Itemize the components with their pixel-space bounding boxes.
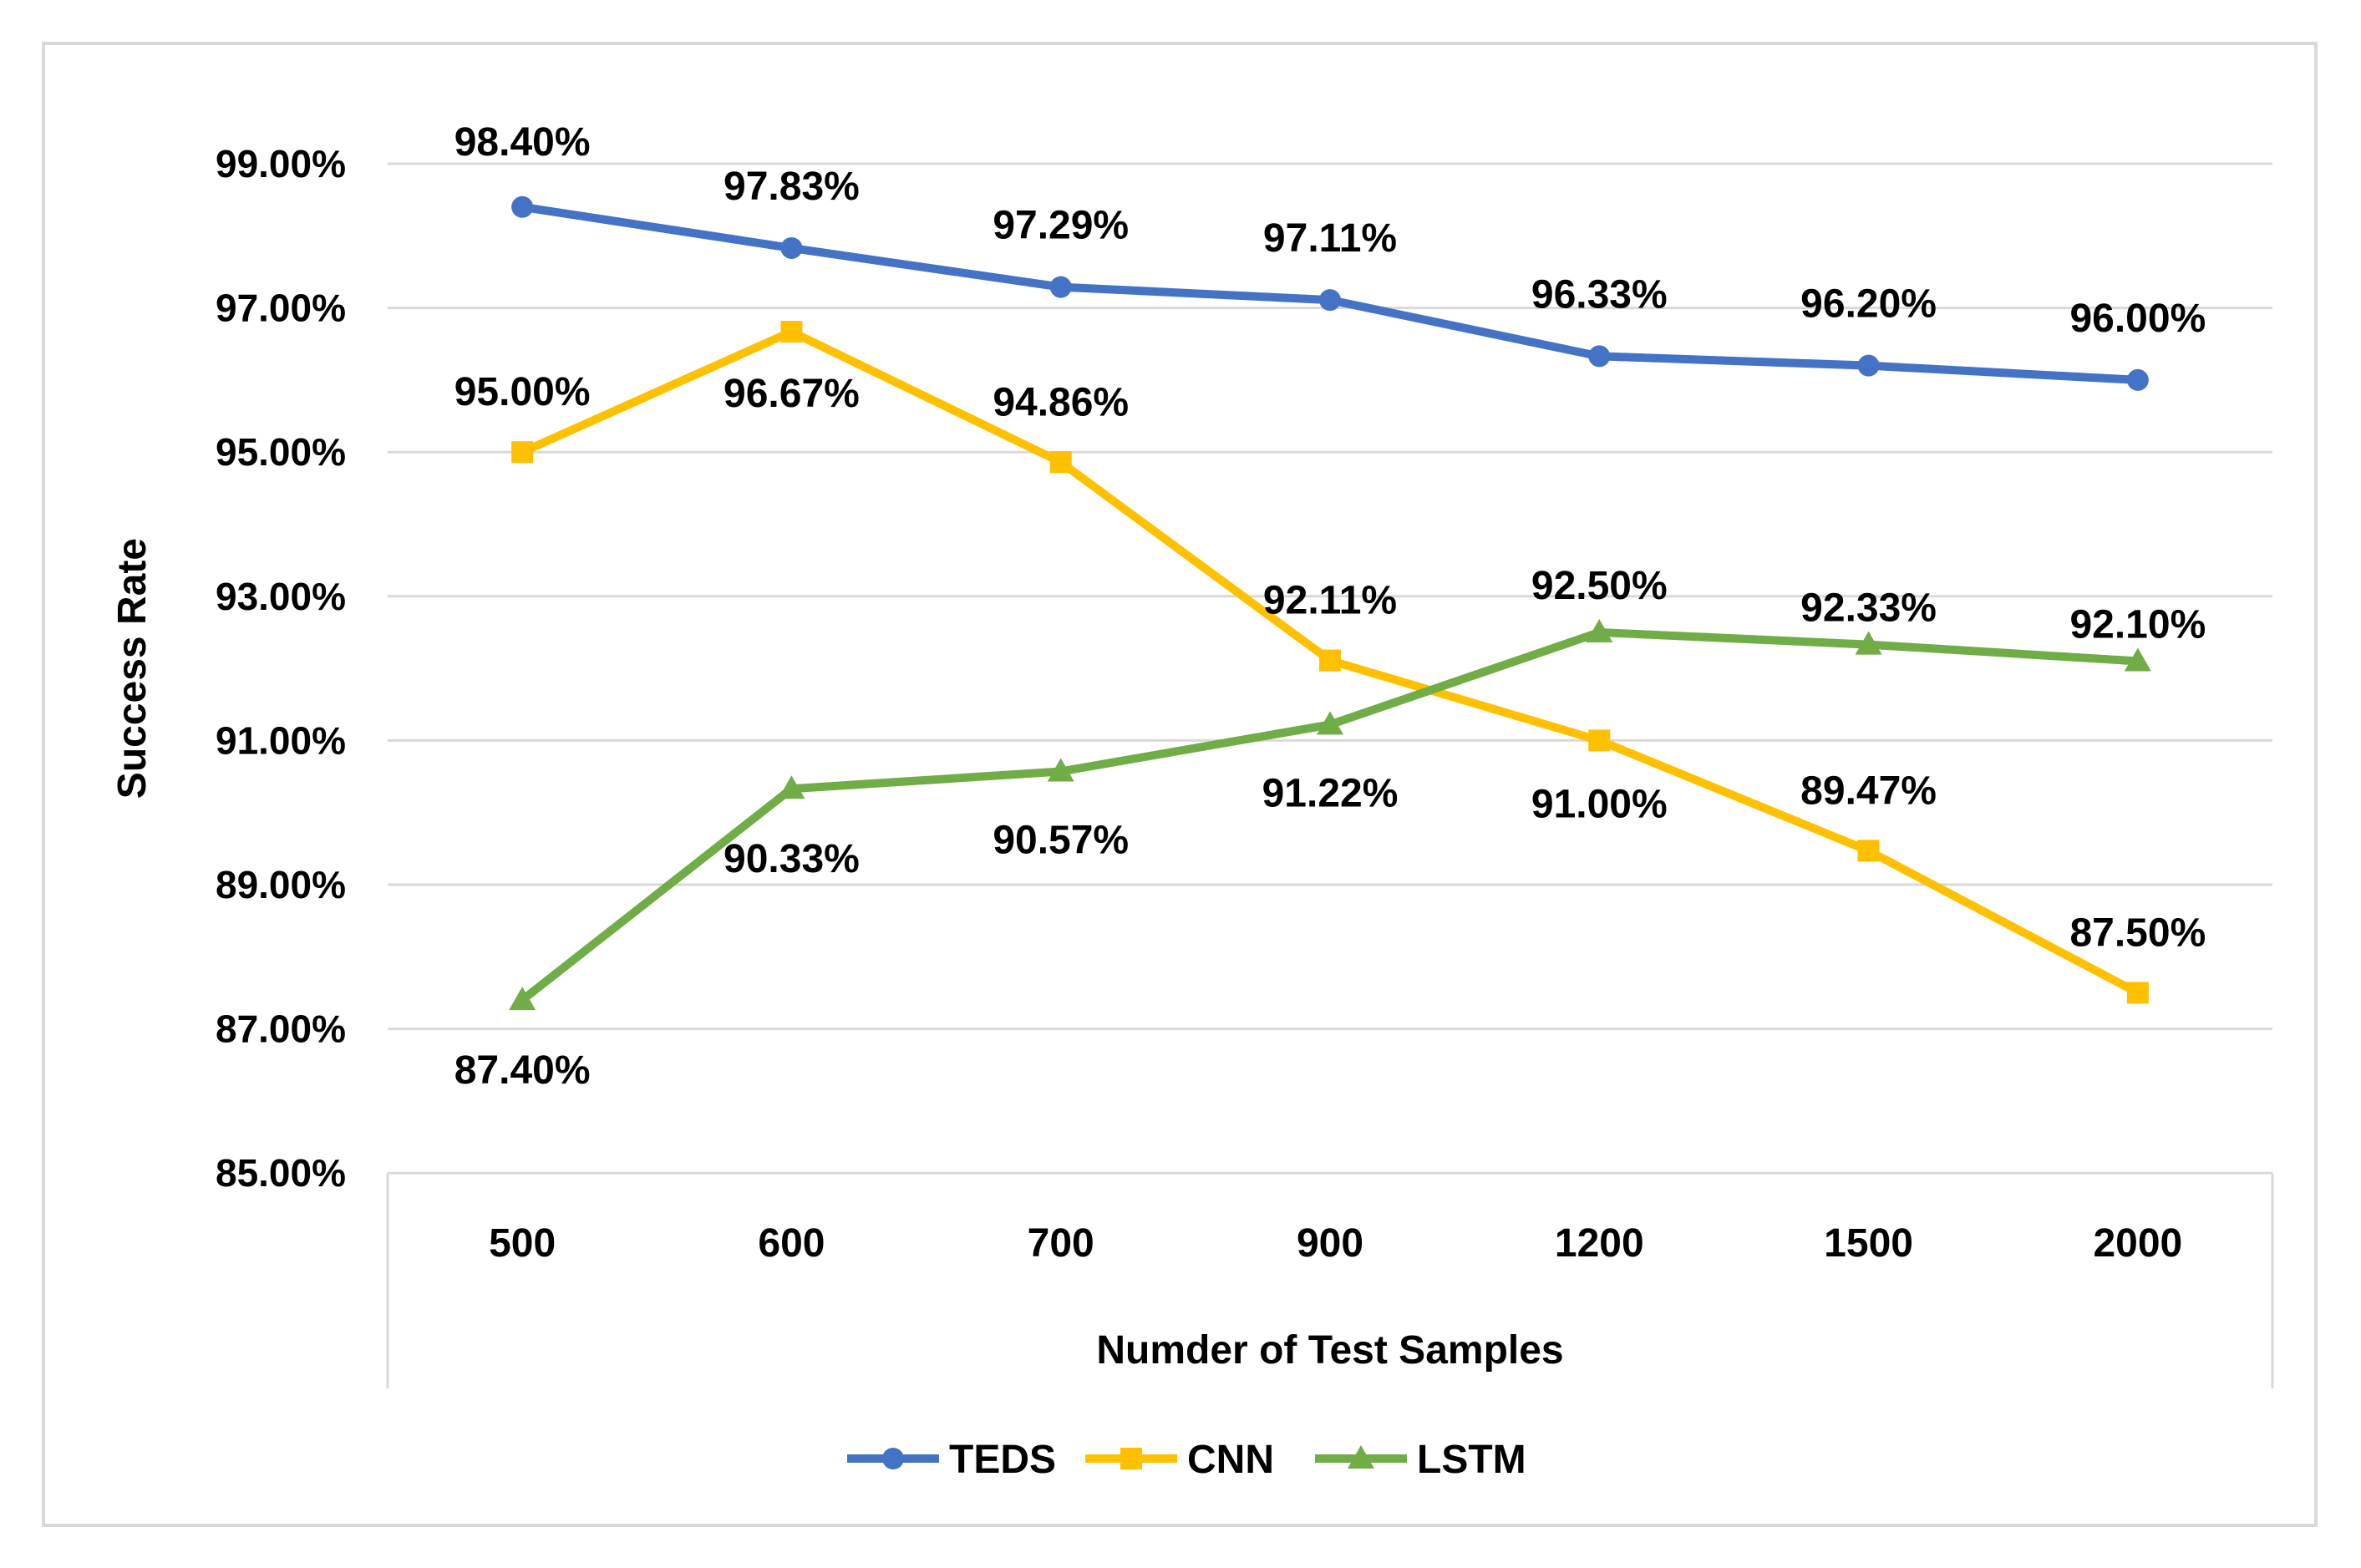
data-point: [1855, 631, 1882, 655]
x-tick-label: 1500: [1824, 1221, 1913, 1266]
data-point: [1049, 451, 1072, 474]
data-label: 97.11%: [1263, 216, 1397, 261]
data-point: [1588, 729, 1611, 752]
data-label: 92.10%: [2069, 602, 2206, 647]
data-point: [1047, 758, 1074, 782]
series-teds: [511, 195, 2149, 391]
data-point: [1049, 276, 1072, 298]
x-tick-label: 500: [489, 1221, 556, 1266]
series-layer: [509, 195, 2151, 1011]
data-label: 92.11%: [1263, 579, 1397, 623]
data-point: [2126, 982, 2149, 1004]
y-tick-label: 97.00%: [216, 287, 346, 330]
y-tick-label: 89.00%: [216, 863, 346, 906]
line-chart: 85.00% 87.00% 89.00% 91.00% 93.00% 95.00% 97.0…: [110, 120, 2274, 1482]
y-tick-label: 95.00%: [216, 430, 346, 474]
x-tick-label: 900: [1297, 1221, 1363, 1266]
data-label: 95.00%: [454, 370, 591, 414]
legend-label: LSTM: [1417, 1438, 1526, 1482]
data-label: 96.33%: [1531, 272, 1668, 317]
data-point: [511, 441, 534, 464]
data-label: 87.50%: [2069, 911, 2206, 955]
data-labels: 98.40% 97.83% 97.29% 97.11% 96.33% 96.20% 96.0…: [454, 120, 2206, 1093]
data-point: [511, 195, 534, 218]
data-point: [1857, 354, 1880, 377]
data-point: [780, 236, 803, 259]
chart-frame: 85.00% 87.00% 89.00% 91.00% 93.00% 95.00% 97.0…: [42, 42, 2318, 1527]
data-point: [2126, 368, 2149, 391]
data-point: [778, 775, 805, 799]
y-tick-label: 91.00%: [216, 718, 346, 762]
grid-lines: [388, 162, 2272, 1175]
data-point: [509, 987, 536, 1011]
x-axis-title: Numder of Test Samples: [1096, 1328, 1563, 1373]
data-label: 96.20%: [1800, 282, 1937, 327]
data-label: 96.00%: [2069, 297, 2206, 341]
data-point: [780, 321, 803, 343]
y-axis-title: Success Rate: [110, 538, 155, 799]
series-cnn: [511, 321, 2149, 1004]
data-label: 87.40%: [454, 1048, 591, 1093]
x-tick-label: 2000: [2093, 1221, 2182, 1266]
y-tick-label: 85.00%: [216, 1151, 346, 1195]
data-label: 89.47%: [1800, 769, 1937, 813]
data-label: 90.33%: [724, 837, 860, 881]
data-label: 92.50%: [1531, 564, 1668, 608]
data-point: [882, 1448, 904, 1469]
y-tick-label: 87.00%: [216, 1007, 346, 1051]
y-tick-label: 93.00%: [216, 575, 346, 618]
legend-item-teds: TEDS: [847, 1438, 1056, 1482]
axes: 85.00% 87.00% 89.00% 91.00% 93.00% 95.00% 97.0…: [216, 142, 2274, 1388]
x-tick-label: 600: [758, 1221, 825, 1266]
data-label: 96.67%: [724, 372, 860, 416]
data-label: 97.83%: [724, 165, 860, 209]
legend: TEDS CNN LSTM: [847, 1438, 1526, 1482]
data-point: [1319, 649, 1341, 672]
x-tick-label: 1200: [1555, 1221, 1644, 1266]
legend-label: TEDS: [949, 1438, 1056, 1482]
data-point: [1857, 840, 1880, 862]
legend-item-cnn: CNN: [1085, 1438, 1274, 1482]
y-tick-label: 99.00%: [216, 142, 346, 185]
data-point: [1586, 618, 1613, 642]
data-label: 90.57%: [993, 819, 1129, 863]
series-line-lstm: [518, 627, 2142, 1005]
data-point: [1317, 711, 1343, 735]
data-point: [1348, 1445, 1374, 1469]
data-label: 91.00%: [1531, 782, 1668, 826]
legend-item-lstm: LSTM: [1315, 1438, 1526, 1482]
data-point: [2124, 647, 2151, 672]
data-point: [1319, 289, 1341, 312]
data-point: [1588, 345, 1611, 368]
series-lstm: [509, 618, 2151, 1011]
data-point: [1120, 1448, 1142, 1469]
data-label: 92.33%: [1800, 586, 1937, 631]
data-label: 98.40%: [454, 120, 591, 165]
data-label: 94.86%: [993, 380, 1129, 424]
legend-label: CNN: [1187, 1438, 1274, 1482]
data-label: 97.29%: [993, 204, 1129, 248]
data-label: 91.22%: [1262, 771, 1399, 815]
x-tick-label: 700: [1028, 1221, 1094, 1266]
